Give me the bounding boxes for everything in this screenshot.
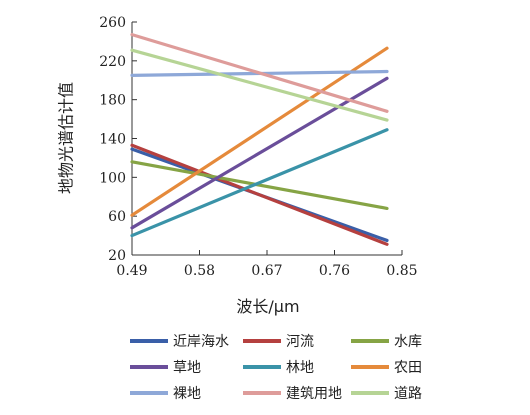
legend-label: 道路: [394, 386, 422, 402]
x-tick-label: 0.58: [184, 263, 215, 279]
x-tick-label: 0.76: [319, 263, 350, 279]
y-tick-label: 100: [99, 170, 126, 186]
legend-label: 建筑用地: [286, 386, 342, 402]
legend-label: 河流: [286, 334, 314, 350]
legend-label: 农田: [394, 360, 422, 376]
legend-label: 草地: [173, 360, 201, 376]
series-line: [130, 143, 389, 246]
axis-ticks: 20 60 100 140 180 220 260 0.49 0.58 0.67 0.76 0.85: [99, 15, 417, 279]
series-line: [130, 48, 389, 122]
y-tick-label: 20: [108, 248, 126, 264]
legend-label: 林地: [286, 360, 314, 376]
series-line: [130, 33, 389, 113]
x-tick-label: 0.85: [386, 263, 417, 279]
series-lines: [130, 33, 389, 246]
y-tick-label: 180: [99, 93, 126, 109]
y-tick-label: 220: [99, 54, 126, 70]
legend-label: 近岸海水: [173, 334, 229, 350]
y-axis-title: 地物光谱估计值: [57, 82, 76, 194]
x-axis-title: 波长/μm: [236, 297, 299, 316]
series-line: [130, 46, 389, 217]
y-tick-label: 140: [99, 132, 126, 148]
series-line: [130, 76, 389, 230]
plot-area: 20 60 100 140 180 220 260 0.49 0.58 0.67 0.76 0.85: [99, 15, 417, 279]
series-line: [130, 160, 389, 210]
y-tick-label: 60: [108, 209, 126, 225]
x-tick-label: 0.49: [116, 263, 147, 279]
y-tick-label: 260: [99, 15, 126, 31]
x-tick-label: 0.67: [251, 263, 282, 279]
legend-label: 水库: [394, 334, 422, 350]
legend-label: 裸地: [173, 386, 201, 402]
series-line: [130, 128, 389, 238]
